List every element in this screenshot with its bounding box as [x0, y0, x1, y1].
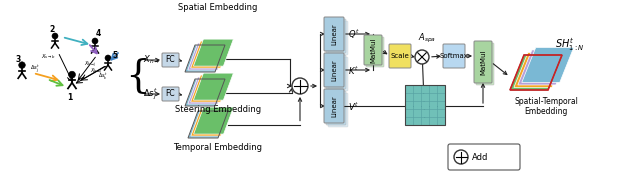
Text: Linear: Linear [331, 23, 337, 45]
Bar [413, 109, 421, 117]
Text: $\Delta s^t_j$: $\Delta s^t_j$ [30, 63, 40, 75]
Circle shape [292, 78, 308, 94]
Polygon shape [510, 55, 562, 90]
Bar [421, 85, 429, 93]
Bar [421, 109, 429, 117]
FancyBboxPatch shape [443, 44, 465, 68]
Bar [413, 85, 421, 93]
FancyBboxPatch shape [326, 55, 346, 89]
Text: Add: Add [472, 152, 488, 162]
Text: $Q^t$: $Q^t$ [348, 27, 360, 41]
Bar [421, 101, 429, 109]
Text: MatMul: MatMul [480, 49, 486, 75]
Text: 2: 2 [49, 24, 54, 33]
Bar [405, 101, 413, 109]
Text: $X_{k\rightarrow j}$: $X_{k\rightarrow j}$ [84, 60, 97, 70]
Text: Scale: Scale [390, 53, 410, 59]
Text: Linear: Linear [331, 59, 337, 81]
Circle shape [92, 38, 98, 44]
Text: Softmax: Softmax [440, 53, 468, 59]
Bar [421, 93, 429, 101]
FancyBboxPatch shape [162, 53, 179, 67]
Text: $X_{b\rightarrow j}$: $X_{b\rightarrow j}$ [90, 67, 102, 77]
Bar [413, 93, 421, 101]
FancyBboxPatch shape [474, 41, 492, 83]
FancyBboxPatch shape [448, 144, 520, 170]
Text: {: { [125, 58, 150, 95]
Polygon shape [185, 79, 225, 106]
Text: $\Delta s^t_j$: $\Delta s^t_j$ [143, 86, 158, 102]
Bar [429, 117, 437, 125]
Circle shape [68, 71, 76, 78]
Polygon shape [188, 77, 228, 104]
Bar [405, 93, 413, 101]
Text: Spatial-Temporal
Embedding: Spatial-Temporal Embedding [514, 97, 578, 116]
Text: 1: 1 [67, 93, 72, 102]
Bar [421, 117, 429, 125]
Text: $K^t$: $K^t$ [348, 65, 358, 77]
Polygon shape [191, 75, 230, 102]
Text: Steering Embedding: Steering Embedding [175, 105, 261, 115]
Polygon shape [514, 53, 566, 88]
FancyBboxPatch shape [326, 91, 346, 125]
Bar [437, 93, 445, 101]
Polygon shape [191, 109, 231, 136]
Text: $A_{spa}$: $A_{spa}$ [418, 31, 436, 45]
Polygon shape [188, 43, 228, 70]
FancyBboxPatch shape [162, 87, 179, 101]
Bar [437, 117, 445, 125]
FancyBboxPatch shape [324, 89, 344, 123]
Circle shape [454, 150, 468, 164]
Bar [413, 101, 421, 109]
Polygon shape [188, 111, 228, 138]
Text: 3: 3 [15, 55, 20, 63]
Polygon shape [193, 107, 234, 134]
FancyBboxPatch shape [328, 57, 348, 91]
Polygon shape [193, 39, 234, 66]
FancyBboxPatch shape [476, 43, 494, 85]
Text: $X_{s\rightarrow b}$: $X_{s\rightarrow b}$ [41, 53, 55, 61]
FancyBboxPatch shape [366, 37, 384, 67]
Text: FC: FC [166, 56, 175, 65]
Bar [413, 117, 421, 125]
FancyBboxPatch shape [326, 19, 346, 53]
Bar [429, 101, 437, 109]
Text: 5: 5 [113, 51, 118, 60]
Text: 4: 4 [95, 28, 100, 38]
Text: Spatial Embedding: Spatial Embedding [179, 4, 258, 13]
Bar [405, 117, 413, 125]
Circle shape [52, 33, 58, 39]
Circle shape [415, 50, 429, 64]
Text: Temporal Embedding: Temporal Embedding [173, 142, 262, 152]
FancyBboxPatch shape [364, 35, 382, 65]
Text: MatMul: MatMul [370, 37, 376, 63]
FancyBboxPatch shape [389, 44, 411, 68]
FancyBboxPatch shape [324, 53, 344, 87]
FancyBboxPatch shape [328, 21, 348, 55]
Text: $V^t$: $V^t$ [348, 101, 359, 113]
Text: FC: FC [166, 90, 175, 98]
Text: Linear: Linear [331, 95, 337, 117]
FancyBboxPatch shape [328, 93, 348, 127]
Bar [429, 109, 437, 117]
Polygon shape [193, 73, 234, 100]
Bar [405, 109, 413, 117]
Bar [437, 109, 445, 117]
Text: $X_{n\rightarrow}$: $X_{n\rightarrow}$ [143, 54, 161, 66]
Polygon shape [191, 41, 230, 68]
Bar [429, 85, 437, 93]
FancyBboxPatch shape [324, 17, 344, 51]
Polygon shape [518, 50, 570, 85]
Polygon shape [185, 45, 225, 72]
Circle shape [19, 62, 26, 68]
Circle shape [105, 55, 111, 61]
Bar [437, 85, 445, 93]
Bar [437, 101, 445, 109]
Bar [405, 85, 445, 125]
Text: $\Delta s^t_k$: $\Delta s^t_k$ [98, 72, 108, 82]
Bar [405, 85, 413, 93]
Bar [429, 93, 437, 101]
Text: $SH^t_{1:N}$: $SH^t_{1:N}$ [555, 37, 585, 53]
Polygon shape [522, 47, 574, 83]
